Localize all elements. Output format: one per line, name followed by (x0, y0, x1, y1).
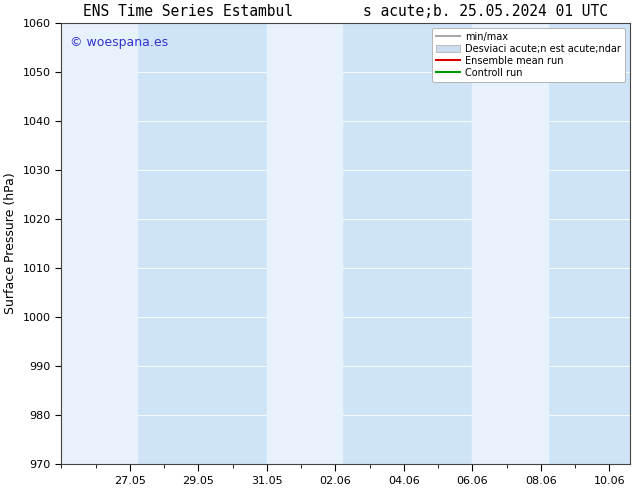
Bar (61, 23, 136, 464)
Y-axis label: Surface Pressure (hPa): Surface Pressure (hPa) (4, 172, 17, 315)
Bar (472, 23, 548, 464)
Title: ENS Time Series Estambul        s acute;b. 25.05.2024 01 UTC: ENS Time Series Estambul s acute;b. 25.0… (83, 4, 608, 19)
Legend: min/max, Desviaci acute;n est acute;ndar, Ensemble mean run, Controll run: min/max, Desviaci acute;n est acute;ndar… (432, 28, 625, 81)
Bar (267, 23, 342, 464)
Text: © woespana.es: © woespana.es (70, 36, 168, 49)
